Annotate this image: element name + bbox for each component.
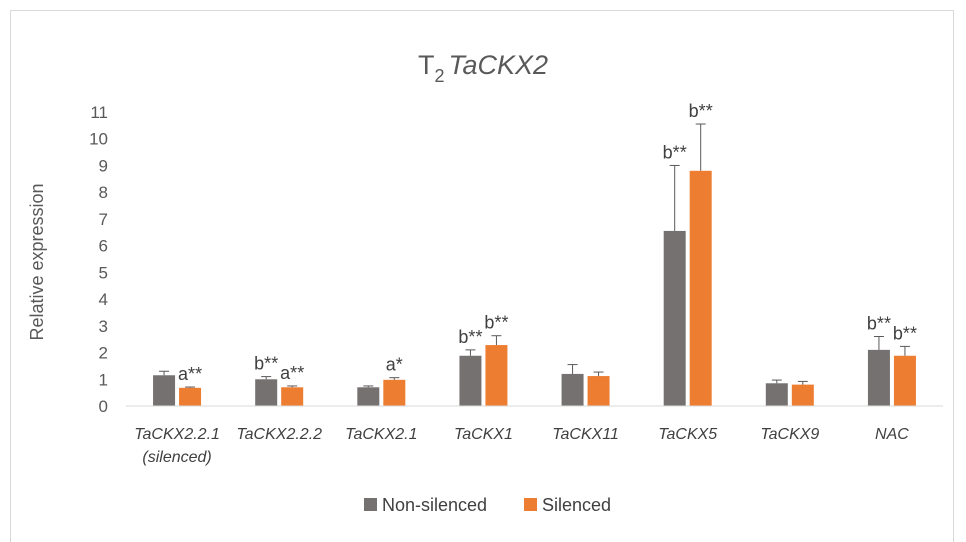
bar-silenced bbox=[179, 387, 202, 406]
x-category-label: NAC bbox=[875, 426, 909, 443]
chart-frame bbox=[10, 10, 954, 542]
chart-title-subscript: 2 bbox=[434, 66, 444, 86]
annotations-group: a**b** a** a*b**b**b**b**b** b** bbox=[178, 101, 917, 384]
significance-label: b** bbox=[484, 313, 508, 333]
error-bars-group bbox=[159, 123, 910, 388]
bar-silenced bbox=[281, 387, 304, 406]
y-tick-label: 1 bbox=[99, 370, 108, 389]
y-axis-label: Relative expression bbox=[27, 183, 47, 340]
y-tick-label: 10 bbox=[89, 130, 108, 149]
bars-group bbox=[153, 170, 916, 406]
y-tick-label: 4 bbox=[99, 290, 108, 309]
significance-label: b** bbox=[893, 323, 917, 343]
bar-non-silenced bbox=[459, 355, 482, 406]
bar-silenced bbox=[791, 384, 814, 406]
y-tick-label: 6 bbox=[99, 237, 108, 256]
y-tick-label: 8 bbox=[99, 183, 108, 202]
y-tick-label: 11 bbox=[90, 103, 108, 122]
significance-label: a** bbox=[178, 364, 202, 384]
bar-silenced bbox=[893, 355, 916, 406]
y-tick-label: 2 bbox=[99, 344, 108, 363]
bar-non-silenced bbox=[561, 373, 584, 406]
x-category-label: TaCKX2.1 bbox=[345, 426, 417, 443]
significance-label: b** bbox=[663, 142, 687, 162]
x-category-label-line2: (silenced) bbox=[142, 449, 211, 466]
chart-title-gene: TaCKX2 bbox=[448, 50, 548, 80]
bar-silenced bbox=[383, 379, 406, 406]
x-category-label: TaCKX11 bbox=[552, 426, 619, 443]
bar-non-silenced bbox=[255, 379, 278, 406]
y-tick-label: 5 bbox=[99, 263, 108, 282]
significance-label: b** bbox=[254, 354, 278, 374]
y-tick-label: 0 bbox=[99, 397, 108, 416]
y-axis-ticks: 0 1 2 3 4 5 6 7 8 9 10 11 bbox=[89, 103, 108, 416]
bar-non-silenced bbox=[867, 349, 890, 406]
chart-title-main: T bbox=[418, 50, 435, 80]
bar-non-silenced bbox=[357, 387, 380, 406]
bar-non-silenced bbox=[663, 230, 686, 406]
legend-label-non-silenced: Non-silenced bbox=[382, 495, 487, 515]
x-category-label: TaCKX1 bbox=[454, 426, 513, 443]
bar-silenced bbox=[689, 170, 712, 406]
bar-silenced bbox=[485, 345, 508, 406]
legend-swatch-non-silenced bbox=[364, 498, 377, 511]
significance-label: a** bbox=[280, 363, 304, 383]
significance-label: b** bbox=[867, 314, 891, 334]
x-category-label: TaCKX9 bbox=[760, 426, 819, 443]
legend-label-silenced: Silenced bbox=[542, 495, 611, 515]
x-category-label: TaCKX5 bbox=[658, 426, 717, 443]
x-category-label: TaCKX2.2.1 bbox=[134, 426, 220, 443]
significance-label: b** bbox=[689, 101, 713, 121]
y-tick-label: 3 bbox=[99, 317, 108, 336]
significance-label: a* bbox=[386, 355, 403, 375]
y-tick-label: 7 bbox=[99, 210, 108, 229]
bar-non-silenced bbox=[765, 383, 788, 406]
legend-swatch-silenced bbox=[524, 498, 537, 511]
y-tick-label: 9 bbox=[99, 156, 108, 175]
legend: Non-silenced Silenced bbox=[364, 495, 611, 515]
bar-silenced bbox=[587, 376, 610, 406]
chart-title: T2 TaCKX2 bbox=[418, 50, 548, 86]
x-axis-categories: TaCKX2.2.1 (silenced) TaCKX2.2.2 TaCKX2.1 Ta… bbox=[134, 426, 909, 466]
x-category-label: TaCKX2.2.2 bbox=[236, 426, 322, 443]
significance-label: b** bbox=[458, 327, 482, 347]
bar-non-silenced bbox=[153, 375, 176, 406]
